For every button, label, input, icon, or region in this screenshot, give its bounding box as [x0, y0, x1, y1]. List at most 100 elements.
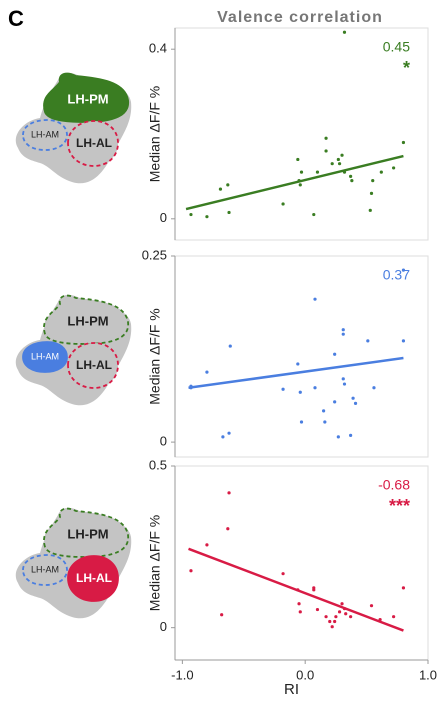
data-point	[353, 401, 358, 405]
x-tick-label: 0.0	[296, 667, 314, 682]
region-label: LH-AL	[76, 136, 112, 150]
data-point	[221, 435, 225, 439]
pm-region	[43, 294, 129, 345]
data-point	[371, 179, 375, 183]
am-region	[22, 341, 68, 373]
region-label: LH-AL	[76, 571, 112, 585]
region-label: LH-AM	[31, 564, 59, 574]
region-label: LH-PM	[67, 91, 108, 106]
data-point	[349, 174, 353, 178]
data-point	[344, 612, 348, 616]
data-point	[205, 543, 209, 547]
data-point	[341, 328, 345, 332]
data-point	[189, 212, 193, 217]
data-point	[328, 619, 332, 624]
data-point	[392, 166, 396, 170]
data-point	[315, 170, 320, 174]
data-point	[368, 208, 372, 212]
panel-label: C	[8, 6, 24, 31]
data-point	[227, 491, 231, 495]
data-point	[349, 433, 353, 438]
data-point	[220, 613, 224, 617]
figure-title: Valence correlation	[217, 9, 383, 26]
data-point	[401, 268, 406, 272]
pm-region	[43, 507, 129, 558]
data-point	[336, 435, 340, 439]
annotation: *	[403, 58, 410, 78]
data-point	[228, 344, 232, 348]
data-point	[379, 170, 383, 174]
brain-diagram: LH-PM LH-AM LH-AL	[15, 72, 132, 184]
data-point	[349, 615, 353, 619]
region-label: LH-PM	[67, 313, 108, 328]
data-point	[401, 586, 406, 590]
fit-line	[188, 356, 404, 390]
region-label: LH-AL	[76, 358, 112, 372]
data-point	[324, 136, 328, 140]
data-point	[401, 140, 406, 145]
annotation: 0.37	[383, 267, 410, 283]
data-point	[189, 569, 193, 573]
data-point	[401, 339, 406, 343]
data-point	[330, 162, 334, 166]
y-tick-label: 0.4	[149, 41, 167, 56]
data-point	[392, 615, 396, 619]
y-tick-label: 0	[160, 619, 167, 634]
data-point	[299, 420, 304, 424]
x-axis-label: RI	[284, 681, 299, 698]
data-point	[297, 602, 301, 606]
region-label: LH-PM	[67, 526, 108, 541]
data-point	[324, 149, 328, 153]
data-point	[341, 332, 345, 336]
al-region	[67, 342, 119, 389]
pm-region	[43, 72, 129, 123]
data-point	[366, 339, 370, 343]
data-point	[227, 431, 231, 435]
brain-diagram: LH-PM LH-AM LH-AL	[15, 294, 132, 406]
y-tick-label: 0.25	[142, 247, 167, 262]
annotation: 0.45	[383, 39, 410, 55]
al-region	[67, 555, 119, 602]
data-point	[333, 352, 337, 356]
annotation: -0.68	[378, 477, 410, 493]
data-point	[369, 191, 374, 195]
al-region	[67, 120, 119, 167]
plot-frame	[174, 27, 429, 241]
y-tick-label: 0	[160, 210, 167, 225]
data-point	[313, 297, 317, 301]
data-point	[340, 602, 344, 606]
y-axis-label: Median ΔF/F %	[147, 515, 163, 612]
data-point	[337, 610, 342, 614]
data-point	[336, 157, 340, 162]
region-label: LH-AM	[31, 129, 59, 139]
data-point	[313, 386, 317, 390]
data-point	[281, 387, 285, 391]
am-region	[22, 554, 68, 586]
y-tick-label: 0	[160, 434, 167, 449]
plot-frame	[174, 255, 429, 458]
data-point	[299, 170, 304, 174]
data-point	[341, 377, 345, 381]
data-point	[323, 420, 327, 424]
data-point	[312, 212, 316, 217]
data-point	[298, 183, 302, 187]
data-point	[281, 202, 285, 206]
data-point	[350, 179, 354, 183]
data-point	[369, 604, 374, 608]
x-tick-label: 1.0	[419, 667, 437, 682]
am-region	[22, 119, 68, 151]
y-axis-label: Median ΔF/F %	[147, 308, 163, 405]
data-point	[334, 615, 338, 619]
data-point	[322, 409, 326, 413]
data-point	[205, 215, 209, 219]
data-point	[281, 572, 285, 576]
data-point	[340, 153, 344, 157]
data-point	[324, 615, 328, 619]
data-point	[315, 607, 320, 612]
data-point	[333, 619, 337, 624]
data-point	[372, 386, 376, 390]
data-point	[226, 183, 230, 187]
data-point	[312, 588, 316, 592]
fit-line	[185, 154, 404, 211]
